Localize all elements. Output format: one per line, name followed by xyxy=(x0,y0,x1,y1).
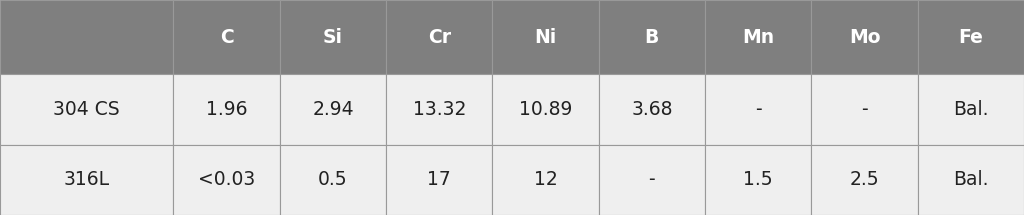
Bar xyxy=(0,0,173,74)
Text: 2.94: 2.94 xyxy=(312,100,353,119)
Text: Bal.: Bal. xyxy=(953,100,988,119)
Bar xyxy=(173,0,280,74)
Text: 12: 12 xyxy=(534,170,557,189)
Text: 1.96: 1.96 xyxy=(206,100,248,119)
Bar xyxy=(280,144,386,215)
Text: -: - xyxy=(861,100,867,119)
Text: <0.03: <0.03 xyxy=(198,170,255,189)
Text: Si: Si xyxy=(323,28,343,47)
Bar xyxy=(918,144,1024,215)
Text: Mo: Mo xyxy=(849,28,881,47)
Bar xyxy=(173,74,280,144)
Text: -: - xyxy=(755,100,762,119)
Text: 13.32: 13.32 xyxy=(413,100,466,119)
Text: -: - xyxy=(648,170,655,189)
Text: 316L: 316L xyxy=(63,170,110,189)
Text: 0.5: 0.5 xyxy=(318,170,348,189)
Bar xyxy=(386,0,493,74)
Bar xyxy=(811,144,918,215)
Bar xyxy=(0,74,173,144)
Bar xyxy=(706,0,811,74)
Text: Ni: Ni xyxy=(535,28,557,47)
Bar xyxy=(918,74,1024,144)
Bar xyxy=(918,0,1024,74)
Text: 304 CS: 304 CS xyxy=(53,100,120,119)
Bar xyxy=(811,0,918,74)
Bar xyxy=(706,74,811,144)
Bar xyxy=(173,144,280,215)
Text: 10.89: 10.89 xyxy=(519,100,572,119)
Text: Bal.: Bal. xyxy=(953,170,988,189)
Bar xyxy=(599,74,706,144)
Bar xyxy=(493,0,599,74)
Bar xyxy=(493,74,599,144)
Bar xyxy=(386,144,493,215)
Text: 1.5: 1.5 xyxy=(743,170,773,189)
Bar xyxy=(280,0,386,74)
Bar xyxy=(0,144,173,215)
Text: C: C xyxy=(220,28,233,47)
Text: 3.68: 3.68 xyxy=(631,100,673,119)
Text: B: B xyxy=(645,28,659,47)
Text: 17: 17 xyxy=(427,170,452,189)
Bar xyxy=(280,74,386,144)
Bar xyxy=(386,74,493,144)
Bar xyxy=(706,144,811,215)
Bar xyxy=(599,0,706,74)
Text: Mn: Mn xyxy=(742,28,774,47)
Text: Fe: Fe xyxy=(958,28,983,47)
Bar xyxy=(599,144,706,215)
Text: Cr: Cr xyxy=(428,28,451,47)
Bar xyxy=(493,144,599,215)
Bar xyxy=(811,74,918,144)
Text: 2.5: 2.5 xyxy=(850,170,880,189)
